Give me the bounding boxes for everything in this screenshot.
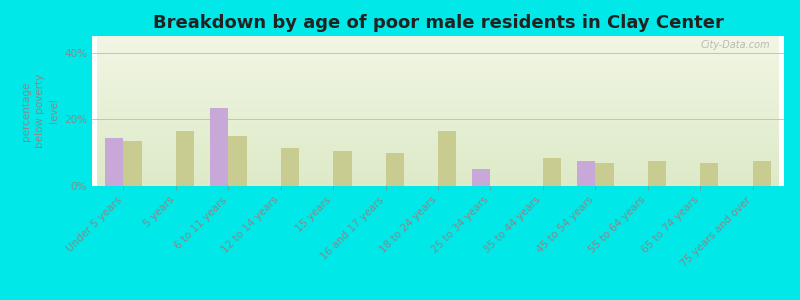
Bar [753,161,771,186]
Bar [648,161,666,186]
Text: City-Data.com: City-Data.com [701,40,770,50]
Bar [595,163,614,186]
Bar [333,151,351,186]
Bar [543,158,561,186]
Bar [281,148,299,186]
Bar [577,161,595,186]
Bar [472,169,490,186]
Title: Breakdown by age of poor male residents in Clay Center: Breakdown by age of poor male residents … [153,14,723,32]
Bar [105,138,123,186]
Bar [438,131,456,186]
Bar [176,131,194,186]
Bar [123,141,142,186]
Bar [228,136,246,186]
Bar [210,108,228,186]
Bar [386,153,404,186]
Y-axis label: percentage
below poverty
level: percentage below poverty level [21,74,58,148]
Bar [700,163,718,186]
